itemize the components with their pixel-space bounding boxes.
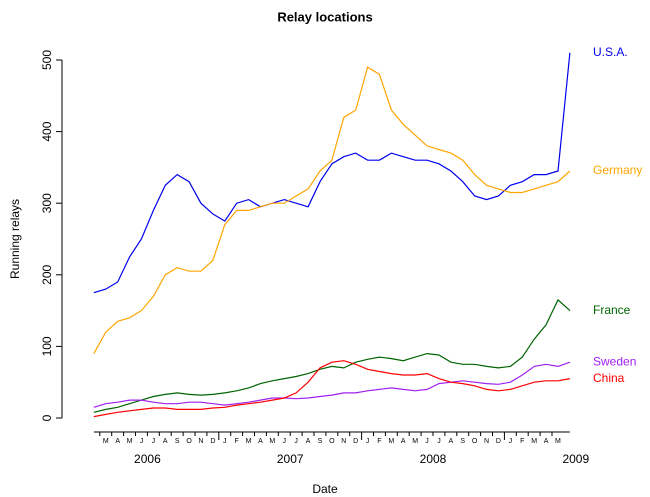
x-tick-label: M <box>103 438 109 445</box>
x-tick-label: N <box>341 438 346 445</box>
x-tick-label: J <box>366 438 370 445</box>
x-tick-label: M <box>246 438 252 445</box>
y-tick-label: 300 <box>40 193 54 213</box>
series-line <box>93 298 571 413</box>
x-tick-label: A <box>115 438 120 445</box>
y-tick-label: 500 <box>40 50 54 70</box>
x-tick-label: J <box>152 438 156 445</box>
x-tick-label: F <box>377 438 381 445</box>
y-tick-label: 400 <box>40 121 54 141</box>
y-tick-label: 0 <box>40 414 54 421</box>
x-tick-label: A <box>163 438 168 445</box>
series-line <box>93 66 571 354</box>
x-tick-label: O <box>329 438 335 445</box>
x-tick-label: F <box>235 438 239 445</box>
x-tick-label: M <box>531 438 537 445</box>
x-tick-label: J <box>294 438 298 445</box>
x-tick-label: J <box>425 438 429 445</box>
x-tick-label: A <box>306 438 311 445</box>
year-label: 2009 <box>562 452 589 466</box>
x-tick-label: J <box>283 438 287 445</box>
y-tick-label: 200 <box>40 264 54 284</box>
series-line <box>93 52 571 294</box>
x-tick-label: J <box>140 438 144 445</box>
x-tick-label: M <box>555 438 561 445</box>
y-axis-label: Running relays <box>8 199 22 279</box>
series-label: France <box>593 303 631 317</box>
series-label: China <box>593 371 625 385</box>
x-tick-label: F <box>520 438 524 445</box>
x-tick-label: S <box>175 438 180 445</box>
x-axis-label: Date <box>312 482 338 496</box>
series-line <box>93 361 571 408</box>
series-label: U.S.A. <box>593 45 628 59</box>
x-tick-label: A <box>544 438 549 445</box>
x-tick-label: J <box>223 438 227 445</box>
x-tick-label: N <box>484 438 489 445</box>
x-tick-label: S <box>460 438 465 445</box>
series-label: Germany <box>593 163 642 177</box>
x-tick-label: O <box>472 438 478 445</box>
chart-title: Relay locations <box>277 9 372 24</box>
x-tick-label: A <box>449 438 454 445</box>
year-label: 2006 <box>134 452 161 466</box>
year-label: 2007 <box>277 452 304 466</box>
x-tick-label: O <box>186 438 192 445</box>
y-tick-label: 100 <box>40 336 54 356</box>
x-tick-label: M <box>127 438 133 445</box>
x-tick-label: D <box>496 438 501 445</box>
x-tick-label: M <box>269 438 275 445</box>
x-tick-label: N <box>198 438 203 445</box>
x-tick-label: M <box>412 438 418 445</box>
x-tick-label: A <box>258 438 263 445</box>
x-tick-label: A <box>401 438 406 445</box>
x-tick-label: M <box>388 438 394 445</box>
year-label: 2008 <box>420 452 447 466</box>
x-tick-label: D <box>210 438 215 445</box>
x-tick-label: J <box>509 438 513 445</box>
series-label: Sweden <box>593 354 636 368</box>
series-line <box>93 360 571 418</box>
x-tick-label: J <box>437 438 441 445</box>
x-tick-label: S <box>318 438 323 445</box>
x-tick-label: D <box>353 438 358 445</box>
